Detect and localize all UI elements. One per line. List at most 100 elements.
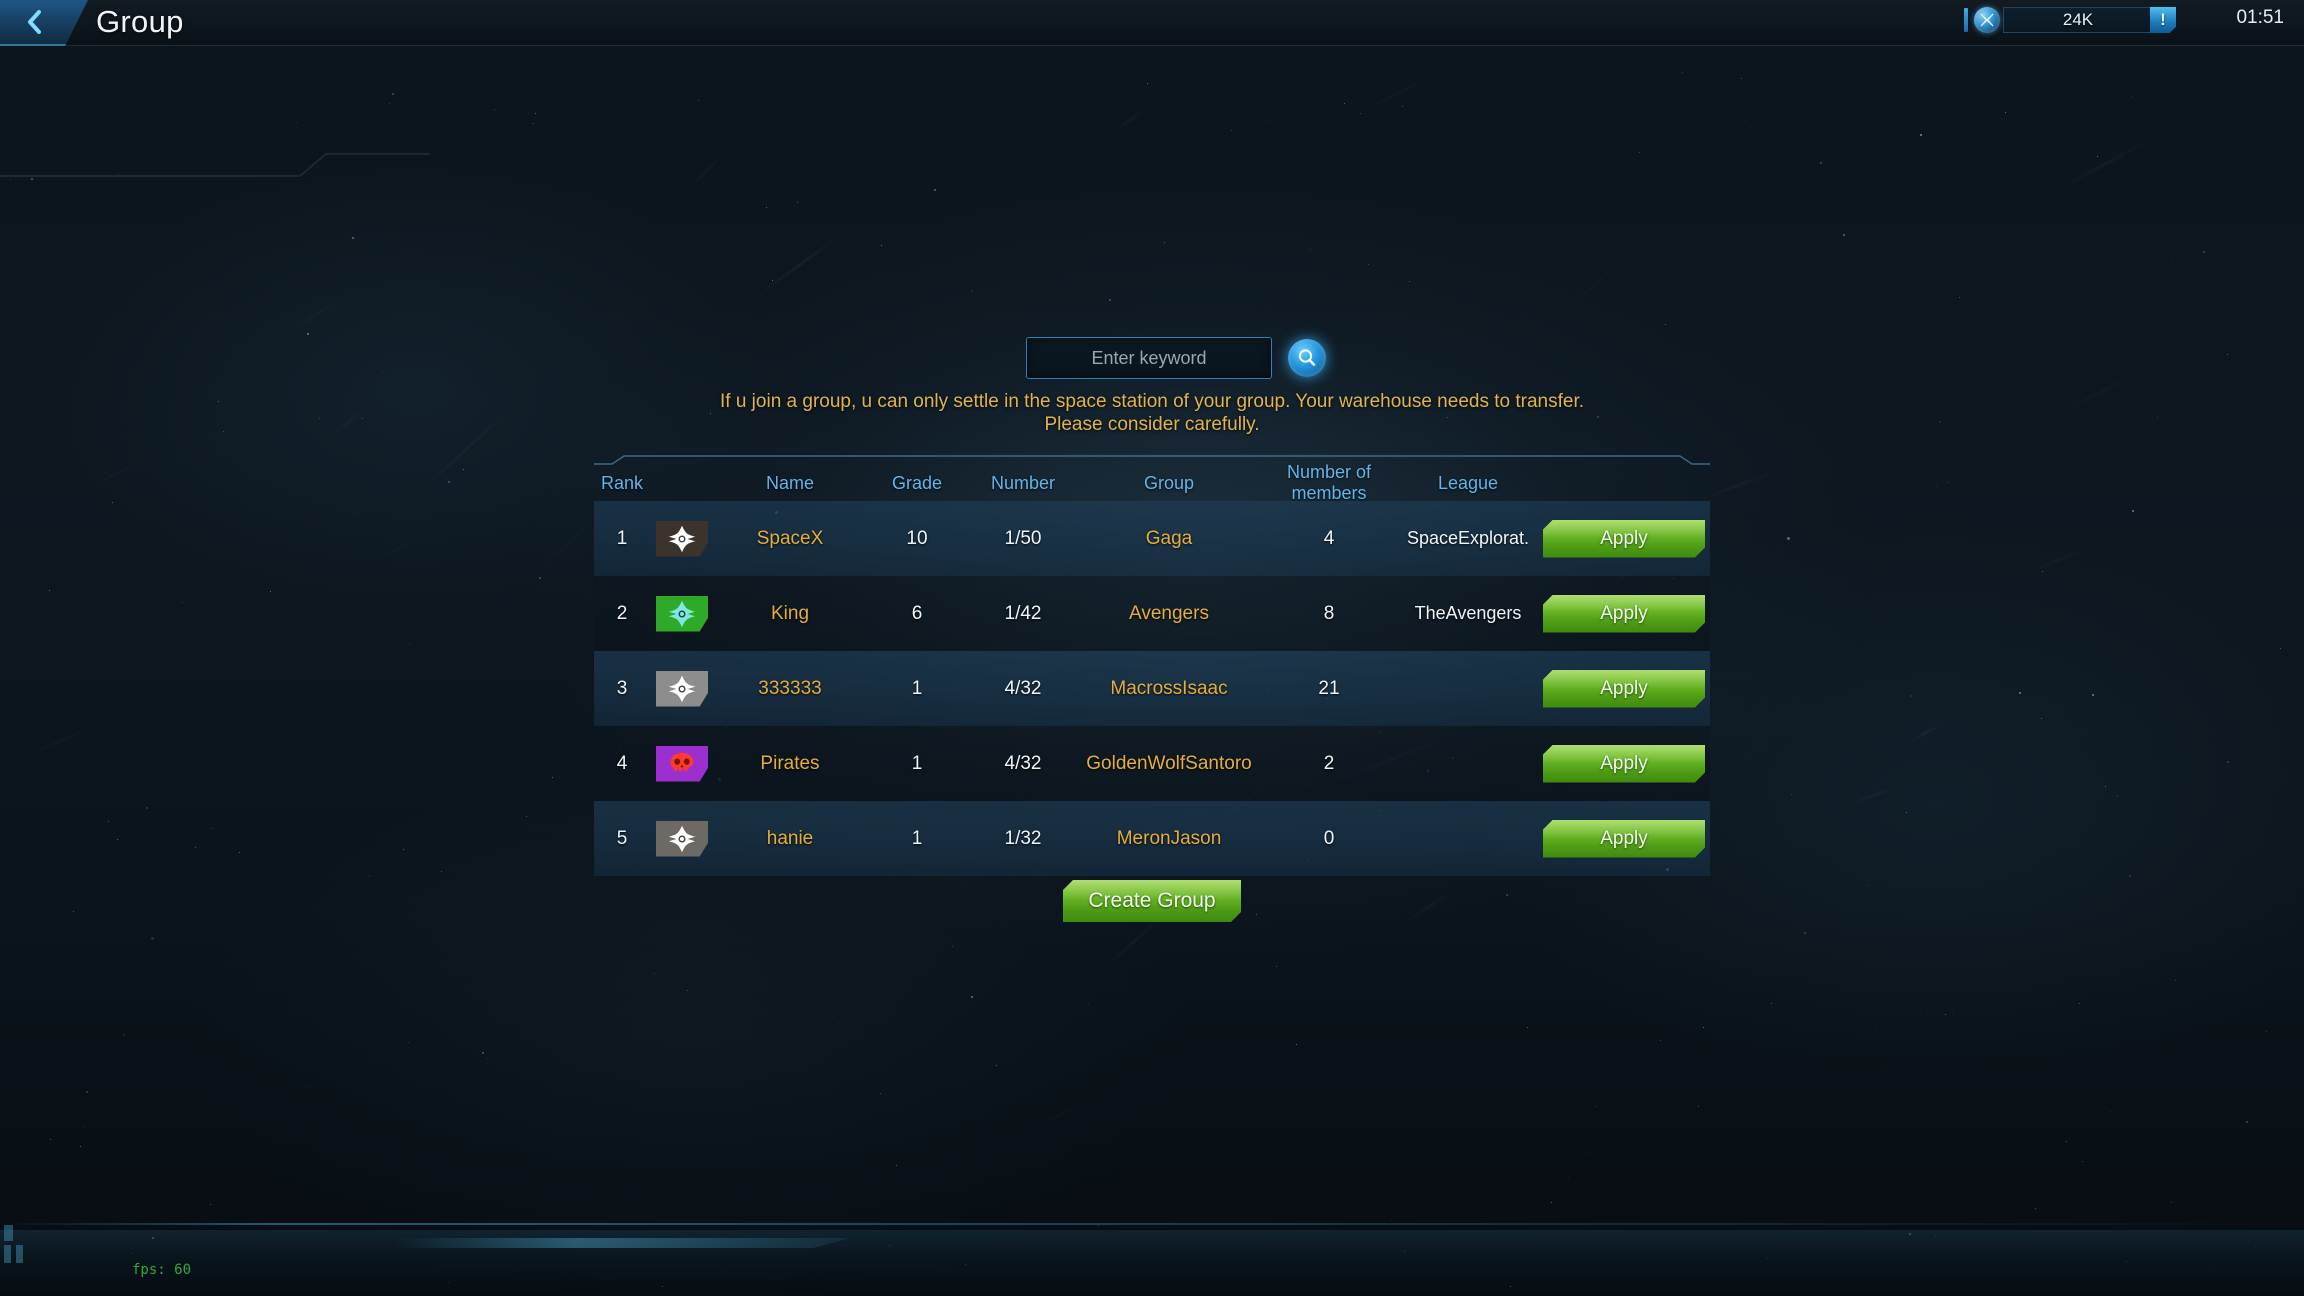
cell-emblem bbox=[650, 595, 714, 632]
cell-number: 1/42 bbox=[1004, 602, 1042, 624]
apply-button[interactable]: Apply bbox=[1543, 670, 1705, 708]
cell-members: 4 bbox=[1323, 527, 1335, 549]
cell-members: 21 bbox=[1318, 677, 1340, 699]
cell-emblem bbox=[650, 745, 714, 782]
table-row[interactable]: 1 SpaceX 10 1/50 Gaga 4 SpaceExplorat. Apply bbox=[594, 501, 1710, 576]
top-bar: Group 24K ! 01:51 bbox=[0, 0, 2304, 46]
table-body: 1 SpaceX 10 1/50 Gaga 4 SpaceExplorat. Apply 2 Ki… bbox=[594, 501, 1710, 876]
create-group-row: Create Group bbox=[0, 880, 2304, 922]
cell-number: 1/50 bbox=[1004, 527, 1042, 549]
apply-button[interactable]: Apply bbox=[1543, 745, 1705, 783]
cell-emblem bbox=[650, 520, 714, 557]
table-row[interactable]: 5 hanie 1 1/32 MeronJason 0 Apply bbox=[594, 801, 1710, 876]
back-button[interactable] bbox=[0, 0, 88, 46]
cell-group: MeronJason bbox=[1116, 827, 1222, 849]
cell-group: Avengers bbox=[1129, 602, 1209, 624]
exclamation-icon[interactable]: ! bbox=[2150, 7, 2176, 33]
table-row[interactable]: 3 333333 1 4/32 MacrossIsaac 21 Apply bbox=[594, 651, 1710, 726]
cell-grade: 1 bbox=[911, 752, 923, 774]
apply-button[interactable]: Apply bbox=[1543, 520, 1705, 558]
create-group-label: Create Group bbox=[1088, 889, 1216, 912]
decorative-hud-line bbox=[0, 153, 430, 177]
cell-group: GoldenWolfSantoro bbox=[1086, 752, 1252, 774]
bottom-divider bbox=[0, 1223, 2304, 1225]
cell-rank: 1 bbox=[616, 527, 628, 549]
search-icon bbox=[1298, 349, 1316, 366]
cell-members: 8 bbox=[1323, 602, 1335, 624]
search-input-wrapper[interactable] bbox=[1026, 337, 1272, 379]
cell-rank: 5 bbox=[616, 827, 628, 849]
table-header-row: Rank Name Grade Number Group Number of m… bbox=[594, 462, 1710, 503]
cell-name: 333333 bbox=[758, 677, 822, 699]
currency-hud: 24K ! bbox=[1964, 5, 2176, 35]
apply-button[interactable]: Apply bbox=[1543, 820, 1705, 858]
cell-action: Apply bbox=[1538, 595, 1710, 633]
cell-name: hanie bbox=[766, 827, 814, 849]
currency-value-box: 24K bbox=[2003, 7, 2153, 33]
column-header-league: League bbox=[1437, 472, 1499, 493]
search-button[interactable] bbox=[1288, 339, 1326, 377]
cell-league: TheAvengers bbox=[1414, 603, 1522, 623]
create-group-button[interactable]: Create Group bbox=[1063, 880, 1241, 922]
apply-label: Apply bbox=[1600, 602, 1648, 624]
column-header-name: Name bbox=[765, 472, 814, 493]
cell-emblem bbox=[650, 820, 714, 857]
cell-number: 4/32 bbox=[1004, 677, 1042, 699]
currency-value: 24K bbox=[2062, 10, 2094, 29]
hud-accent-tick bbox=[1964, 8, 1968, 32]
column-header-rank: Rank bbox=[600, 472, 644, 493]
cell-name: Pirates bbox=[760, 752, 820, 774]
cell-action: Apply bbox=[1538, 670, 1710, 708]
star-emblem-icon bbox=[656, 520, 708, 557]
star-emblem-icon bbox=[656, 820, 708, 857]
table-top-border bbox=[594, 455, 1710, 465]
cell-league: SpaceExplorat. bbox=[1406, 528, 1530, 548]
page-title: Group bbox=[96, 4, 184, 39]
notice-line-2: Please consider carefully. bbox=[1044, 414, 1260, 435]
fps-counter: fps: 60 bbox=[132, 1262, 192, 1278]
group-table: Rank Name Grade Number Group Number of m… bbox=[594, 455, 1710, 876]
chevron-left-icon bbox=[27, 9, 42, 35]
apply-button[interactable]: Apply bbox=[1543, 595, 1705, 633]
apply-label: Apply bbox=[1600, 527, 1648, 549]
alert-label: ! bbox=[2160, 10, 2166, 29]
column-header-group: Group bbox=[1143, 472, 1195, 493]
column-header-number: Number bbox=[990, 472, 1056, 493]
table-row[interactable]: 4 Pirates 1 4/32 GoldenWolfSantoro 2 Apply bbox=[594, 726, 1710, 801]
cell-action: Apply bbox=[1538, 520, 1710, 558]
apply-label: Apply bbox=[1600, 827, 1648, 849]
notice-text: If u join a group, u can only settle in … bbox=[0, 390, 2304, 436]
cell-group: MacrossIsaac bbox=[1110, 677, 1228, 699]
bottom-accent-strip bbox=[395, 1238, 850, 1248]
cell-grade: 10 bbox=[906, 527, 928, 549]
currency-coin-icon bbox=[1974, 7, 2000, 33]
cell-rank: 2 bbox=[616, 602, 628, 624]
cell-members: 2 bbox=[1323, 752, 1335, 774]
star-emblem-icon bbox=[656, 670, 708, 707]
cell-grade: 6 bbox=[911, 602, 923, 624]
cell-name: SpaceX bbox=[756, 527, 824, 549]
clock: 01:51 bbox=[2236, 7, 2284, 28]
cell-grade: 1 bbox=[911, 677, 923, 699]
search-row bbox=[1026, 337, 1326, 379]
bottom-band bbox=[0, 1230, 2304, 1296]
cell-emblem bbox=[650, 670, 714, 707]
column-header-members: Number of members bbox=[1286, 462, 1372, 503]
cell-grade: 1 bbox=[911, 827, 923, 849]
cell-rank: 3 bbox=[616, 677, 628, 699]
column-header-grade: Grade bbox=[891, 472, 943, 493]
notice-line-1: If u join a group, u can only settle in … bbox=[720, 391, 1584, 412]
skull-emblem-icon bbox=[656, 745, 708, 782]
apply-label: Apply bbox=[1600, 752, 1648, 774]
cell-members: 0 bbox=[1323, 827, 1335, 849]
search-input[interactable] bbox=[1039, 343, 1259, 373]
cell-number: 4/32 bbox=[1004, 752, 1042, 774]
cell-number: 1/32 bbox=[1004, 827, 1042, 849]
star-emblem-icon bbox=[656, 595, 708, 632]
cell-group: Gaga bbox=[1145, 527, 1193, 549]
table-row[interactable]: 2 King 6 1/42 Avengers 8 TheAvengers Apply bbox=[594, 576, 1710, 651]
cell-action: Apply bbox=[1538, 820, 1710, 858]
apply-label: Apply bbox=[1600, 677, 1648, 699]
cell-rank: 4 bbox=[616, 752, 628, 774]
